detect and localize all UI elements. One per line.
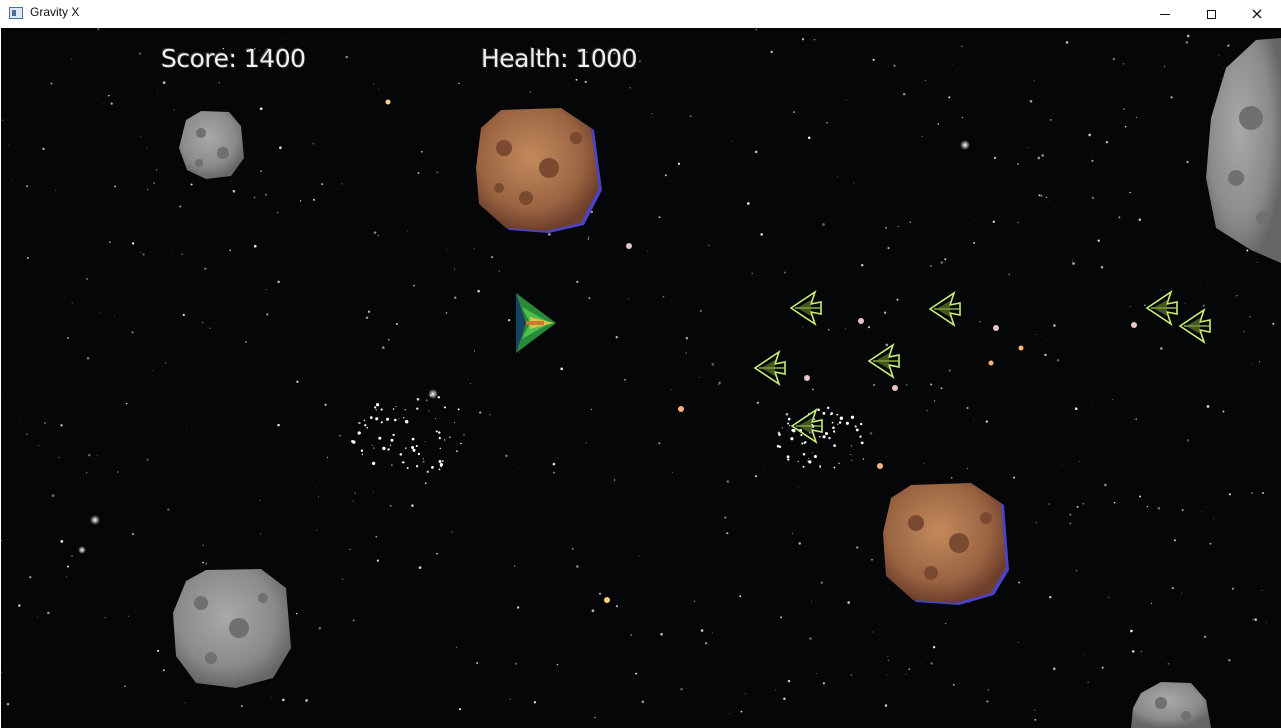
enemy-bullets [626, 243, 1137, 391]
enemy-ship [867, 343, 900, 379]
maximize-button[interactable] [1188, 0, 1234, 28]
score-display: Score: 1400 [161, 44, 306, 73]
asteroid-grey-bottom-right [1131, 682, 1211, 728]
enemy-ship [790, 408, 823, 444]
player-ship [516, 293, 556, 353]
title-bar[interactable]: Gravity X × [0, 0, 1281, 29]
close-icon: × [1250, 4, 1264, 23]
health-display: Health: 1000 [481, 44, 638, 73]
window-icon [9, 7, 23, 19]
enemy-ship [789, 290, 822, 326]
window-title: Gravity X [30, 5, 80, 19]
bright-stars [78, 99, 970, 603]
space-scene [1, 28, 1281, 728]
asteroid-brown-top [476, 108, 602, 233]
asteroid-grey-right-edge [1206, 38, 1281, 263]
enemy-squadron [753, 290, 1211, 444]
maximize-icon [1206, 9, 1216, 19]
minimize-button[interactable] [1142, 0, 1188, 28]
enemy-ship [928, 291, 961, 327]
enemy-ship [1145, 290, 1178, 326]
enemy-ship [1178, 308, 1211, 344]
asteroid-grey-small [179, 111, 244, 179]
game-canvas[interactable]: Score: 1400 Health: 1000 [1, 28, 1281, 728]
minimize-icon [1160, 13, 1170, 15]
asteroid-brown-bottom [883, 483, 1009, 605]
close-button[interactable]: × [1234, 0, 1280, 28]
enemy-ship [753, 350, 786, 386]
asteroid-grey-large-left [173, 569, 291, 688]
